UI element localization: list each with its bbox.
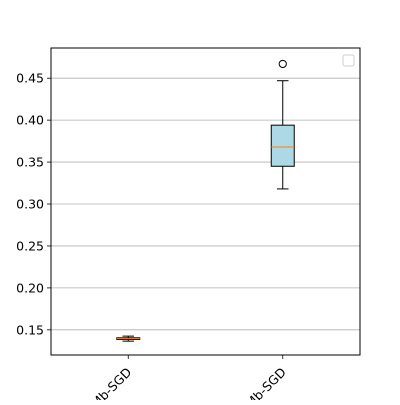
plot-area-frame xyxy=(50,47,361,356)
y-tick-label: 0.20 xyxy=(16,280,44,295)
grid-lines xyxy=(51,77,360,331)
y-tick-label: 0.40 xyxy=(16,113,44,128)
box-group xyxy=(116,335,141,342)
y-axis-ticks: 0.15 0.20 0.25 0.30 0.35 0.40 0.45 xyxy=(16,71,51,337)
outlier-point xyxy=(278,59,287,69)
boxes xyxy=(116,59,295,342)
y-tick-label: 0.30 xyxy=(16,197,44,212)
x-axis-ticks: Mb-SGD Mb-SGD xyxy=(88,355,289,400)
iqr-box xyxy=(270,124,295,167)
y-tick-label: 0.25 xyxy=(16,238,44,253)
y-tick-label: 0.15 xyxy=(16,322,44,337)
y-tick-label: 0.35 xyxy=(16,155,44,170)
y-tick-label: 0.45 xyxy=(16,71,44,86)
legend-box xyxy=(342,54,355,67)
x-tick-label: Mb-SGD xyxy=(88,365,134,400)
x-tick-label: Mb-SGD xyxy=(243,365,289,400)
box-group xyxy=(270,59,295,190)
